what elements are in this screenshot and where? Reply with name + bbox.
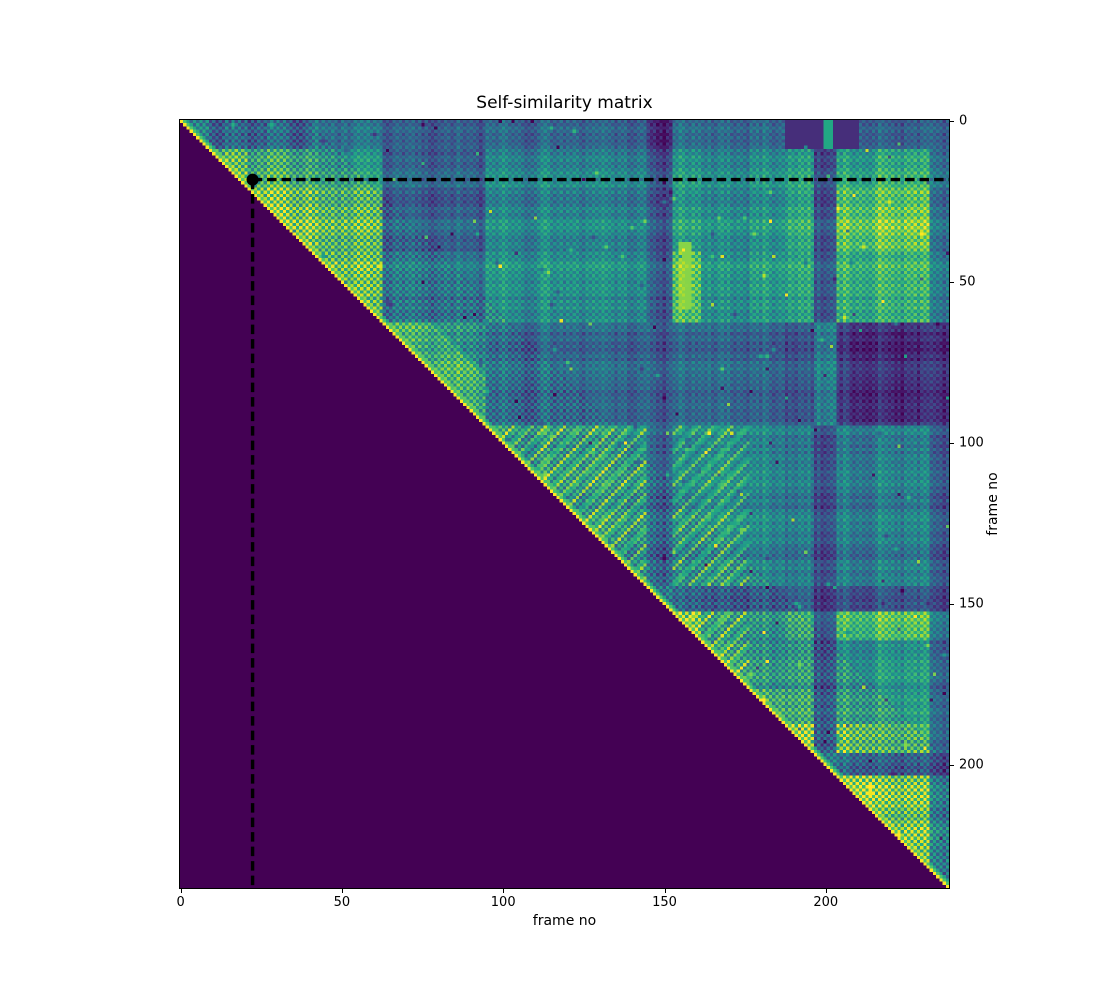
y-tick-mark xyxy=(950,281,954,283)
self-similarity-heatmap xyxy=(180,120,949,888)
y-tick-label: 100 xyxy=(959,435,984,451)
y-tick-label: 150 xyxy=(959,596,984,612)
x-tick-label: 200 xyxy=(813,895,839,910)
y-tick-label: 0 xyxy=(959,113,968,129)
plot-title: Self-similarity matrix xyxy=(476,93,653,113)
y-axis-label: frame no xyxy=(985,472,1001,536)
y-tick-label: 50 xyxy=(959,274,976,290)
y-tick-mark xyxy=(950,603,954,605)
y-tick-mark xyxy=(950,442,954,444)
x-tick-label: 100 xyxy=(490,895,516,910)
x-tick-mark xyxy=(180,889,182,893)
x-tick-mark xyxy=(341,889,343,893)
x-tick-mark xyxy=(664,889,666,893)
x-tick-label: 0 xyxy=(176,895,185,910)
y-tick-mark xyxy=(950,764,954,766)
x-tick-label: 50 xyxy=(333,895,351,910)
plot-area xyxy=(179,119,950,889)
x-tick-label: 150 xyxy=(652,895,677,910)
x-tick-mark xyxy=(825,889,827,893)
x-tick-mark xyxy=(503,889,505,893)
crosshair-marker-icon xyxy=(246,173,259,186)
crosshair-overlay xyxy=(246,173,949,888)
x-axis-label: frame no xyxy=(532,913,597,929)
y-tick-mark xyxy=(950,120,954,122)
y-tick-label: 200 xyxy=(959,757,984,773)
